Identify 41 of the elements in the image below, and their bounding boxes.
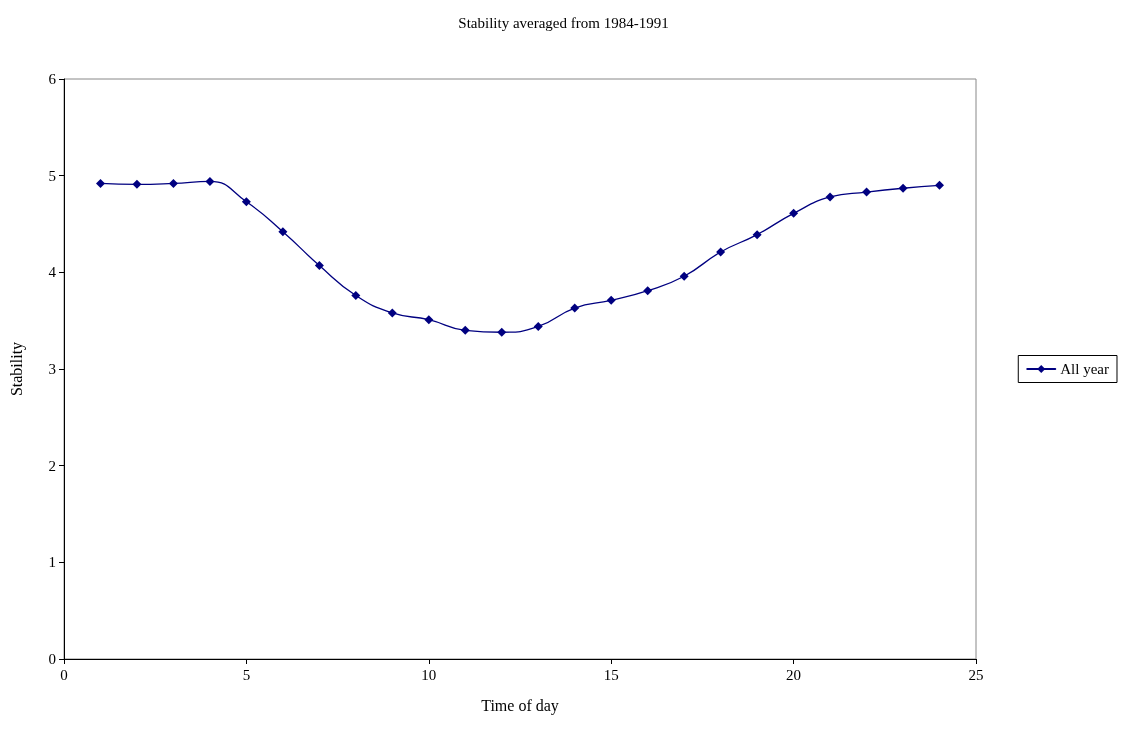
point [132, 179, 142, 189]
y-tick-label: 3 [48, 361, 56, 377]
y-tick-label: 2 [48, 457, 56, 474]
point [643, 286, 653, 296]
point [935, 180, 945, 190]
x-tick-label: 15 [603, 666, 619, 683]
point [460, 325, 470, 335]
point [424, 315, 434, 325]
chart-title: Stability averaged from 1984-1991 [458, 14, 669, 31]
point [752, 230, 762, 240]
x-tick-label: 20 [786, 666, 802, 683]
x-tick-label: 5 [242, 666, 251, 683]
x-tick-label: 10 [421, 666, 437, 683]
point [679, 271, 689, 281]
point [387, 308, 397, 318]
point [278, 227, 288, 237]
x-tick-label: 0 [60, 666, 68, 683]
point [241, 197, 251, 207]
point [716, 247, 726, 257]
point [168, 178, 178, 188]
point [351, 291, 361, 301]
point [570, 303, 580, 313]
point [898, 183, 908, 193]
point [606, 295, 616, 305]
x-tick-label: 25 [968, 666, 984, 683]
y-tick-label: 1 [48, 554, 56, 571]
point [497, 327, 507, 337]
y-tick-label: 5 [48, 167, 56, 184]
point [205, 176, 215, 186]
point [789, 208, 799, 218]
point [533, 321, 543, 331]
y-axis-title: Stability [7, 341, 26, 397]
point [95, 178, 105, 188]
point [314, 261, 324, 271]
legend-label: All year [1060, 361, 1110, 377]
point [862, 187, 872, 197]
point [825, 192, 835, 202]
y-tick-label: 6 [48, 71, 57, 87]
x-axis-title: Time of day [481, 696, 559, 715]
y-tick-label: 0 [48, 651, 56, 667]
y-tick-label: 4 [48, 264, 57, 281]
